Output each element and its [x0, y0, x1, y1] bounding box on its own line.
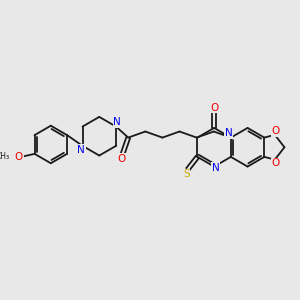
Text: S: S [183, 169, 190, 179]
Text: O: O [271, 126, 280, 136]
Text: N: N [212, 163, 219, 173]
Text: O: O [271, 158, 280, 168]
Text: N: N [113, 117, 121, 128]
Text: N: N [225, 128, 232, 138]
Text: O: O [14, 152, 22, 162]
Text: O: O [210, 103, 218, 113]
Text: N: N [77, 145, 85, 155]
Text: O: O [117, 154, 125, 164]
Text: CH₃: CH₃ [0, 152, 10, 161]
